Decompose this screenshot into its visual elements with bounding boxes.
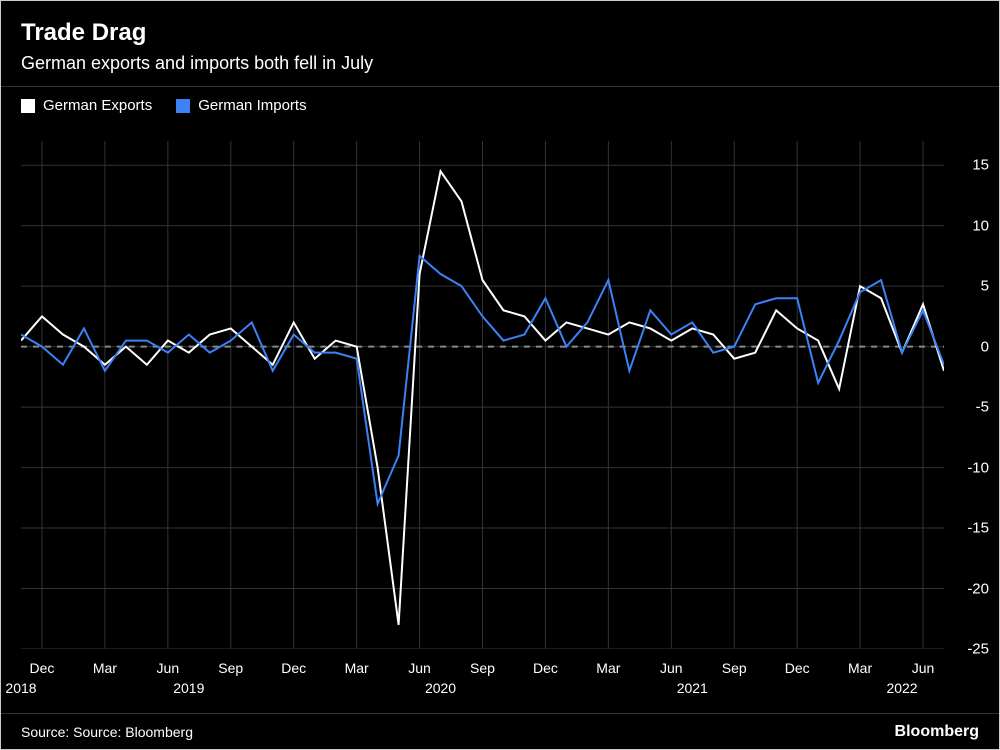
legend-item-imports: German Imports <box>176 97 306 114</box>
x-tick-month-label: Jun <box>912 660 935 676</box>
x-tick-month-label: Dec <box>785 660 810 676</box>
plot-svg <box>21 141 944 649</box>
source-text: Source: Source: Bloomberg <box>21 724 193 740</box>
brand-text: Bloomberg <box>895 723 979 741</box>
y-axis: 151050-5-10-15-20-25 <box>949 141 989 649</box>
x-tick-year-label: 2021 <box>677 680 708 696</box>
legend-swatch-imports <box>176 99 190 113</box>
x-tick-month-label: Sep <box>470 660 495 676</box>
x-tick-month-label: Jun <box>408 660 431 676</box>
chart-footer: Source: Source: Bloomberg Bloomberg <box>1 713 999 749</box>
x-tick-month-label: Dec <box>30 660 55 676</box>
plot-area <box>21 141 944 649</box>
legend-label-imports: German Imports <box>198 97 306 114</box>
x-tick-month-label: Sep <box>722 660 747 676</box>
x-tick-month-label: Dec <box>533 660 558 676</box>
x-tick-month-label: Sep <box>218 660 243 676</box>
x-tick-month-label: Mar <box>596 660 620 676</box>
y-tick-label: -25 <box>967 641 989 658</box>
x-tick-month-label: Mar <box>93 660 117 676</box>
legend-swatch-exports <box>21 99 35 113</box>
y-tick-label: -5 <box>976 399 989 416</box>
x-tick-month-label: Mar <box>848 660 872 676</box>
chart-legend: German Exports German Imports <box>1 87 999 124</box>
y-tick-label: 15 <box>972 157 989 174</box>
chart-subtitle: German exports and imports both fell in … <box>21 53 979 74</box>
x-tick-year-label: 2018 <box>5 680 36 696</box>
x-tick-month-label: Mar <box>345 660 369 676</box>
legend-item-exports: German Exports <box>21 97 152 114</box>
y-tick-label: 5 <box>981 278 989 295</box>
x-tick-month-label: Jun <box>660 660 683 676</box>
y-tick-label: -20 <box>967 580 989 597</box>
x-tick-month-label: Jun <box>157 660 180 676</box>
legend-label-exports: German Exports <box>43 97 152 114</box>
chart-container: Trade Drag German exports and imports bo… <box>0 0 1000 750</box>
x-axis: Dec Mar Jun Sep Dec Mar Jun Sep Dec Mar Jun Sep Dec M… <box>21 654 944 709</box>
y-tick-label: -15 <box>967 520 989 537</box>
x-tick-year-label: 2019 <box>173 680 204 696</box>
y-tick-label: 10 <box>972 217 989 234</box>
y-tick-label: -10 <box>967 459 989 476</box>
chart-header: Trade Drag German exports and imports bo… <box>1 1 999 87</box>
x-tick-month-label: Dec <box>281 660 306 676</box>
x-tick-year-label: 2022 <box>886 680 917 696</box>
y-tick-label: 0 <box>981 338 989 355</box>
x-tick-year-label: 2020 <box>425 680 456 696</box>
chart-title: Trade Drag <box>21 19 979 47</box>
